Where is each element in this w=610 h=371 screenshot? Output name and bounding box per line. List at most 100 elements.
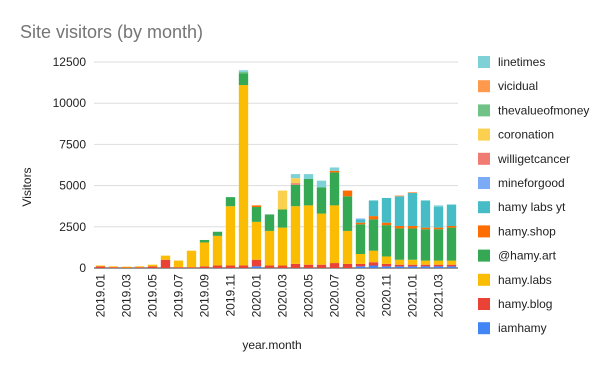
bar-segment: [394, 228, 405, 260]
bar-segment: [329, 167, 340, 171]
legend-label: @hamy.art: [498, 249, 557, 263]
legend-label: mineforgood: [498, 176, 565, 190]
bar-segment: [134, 267, 145, 268]
legend-label: hamy.labs: [498, 273, 552, 287]
bar-segment: [446, 225, 457, 228]
bar-segment: [186, 267, 197, 268]
bar-segment: [225, 206, 236, 266]
legend-swatch: [478, 298, 490, 310]
bar-segment: [160, 259, 171, 268]
bar-segment: [355, 253, 366, 264]
bar-segment: [277, 265, 288, 268]
bar-segment: [355, 219, 366, 223]
y-tick-label: 7500: [59, 137, 86, 151]
x-tick-label: 2021.01: [406, 274, 420, 318]
bar-segment: [290, 184, 301, 207]
bar-segment: [433, 260, 444, 265]
legend-swatch: [478, 225, 490, 238]
bar-segment: [238, 265, 249, 268]
bar-segment: [108, 267, 119, 268]
legend-swatch: [478, 152, 490, 165]
x-tick-label: 2020.03: [276, 274, 290, 318]
bar-segment: [316, 264, 327, 268]
bar-segment: [277, 227, 288, 266]
bar-segment: [329, 170, 340, 173]
bar-segment: [134, 266, 145, 268]
x-tick-label: 2020.09: [354, 274, 368, 318]
legend-swatch: [478, 104, 490, 117]
bar-segment: [199, 266, 210, 268]
bar-segment: [446, 260, 457, 265]
bar-segment: [420, 229, 431, 261]
legend-label: coronation: [498, 128, 554, 142]
bar-segment: [238, 73, 249, 86]
bar-segment: [407, 264, 418, 267]
bar-segment: [290, 183, 301, 185]
bar-segment: [433, 264, 444, 267]
bar-segment: [355, 224, 366, 254]
bar-segment: [238, 70, 249, 72]
bar-segment: [316, 213, 327, 265]
bar-segment: [251, 205, 262, 208]
x-tick-label: 2019.07: [172, 274, 186, 318]
bar-segment: [407, 193, 418, 226]
bar-segment: [381, 197, 392, 223]
y-tick-label: 10000: [53, 96, 87, 110]
bar-segment: [303, 264, 314, 268]
bar-segment: [212, 231, 223, 236]
bar-segment: [147, 266, 158, 268]
bar-segment: [303, 205, 314, 265]
legend-label: hamy labs yt: [498, 200, 566, 214]
bar-segment: [160, 255, 171, 260]
bar-segment: [420, 227, 431, 230]
legend-label: thevalueofmoney: [498, 103, 589, 117]
x-tick-label: 2019.11: [224, 274, 238, 317]
bar-segment: [420, 260, 431, 265]
x-tick-label: 2019.05: [146, 274, 160, 318]
bar-segment: [433, 205, 444, 208]
bar-segment: [368, 200, 379, 217]
x-tick-label: 2021.03: [432, 274, 446, 318]
x-tick-label: 2019.01: [94, 274, 108, 318]
bar-segment: [446, 266, 457, 268]
bar-segment: [355, 263, 366, 267]
x-tick-label: 2020.07: [328, 274, 342, 318]
bar-segment: [186, 250, 197, 268]
bar-segment: [394, 195, 405, 197]
bar-segment: [342, 190, 353, 197]
bar-segment: [147, 264, 158, 267]
x-tick-label: 2019.09: [198, 274, 212, 318]
bar-segment: [251, 221, 262, 260]
bar-segment: [407, 192, 418, 194]
bar-segment: [173, 260, 184, 268]
bar-segment: [407, 228, 418, 260]
bar-segment: [446, 204, 457, 226]
bar-segment: [420, 200, 431, 228]
bar-segment: [355, 218, 366, 220]
legend-label: hamy.shop: [498, 224, 556, 238]
bar-segment: [381, 256, 392, 264]
bar-segment: [329, 172, 340, 206]
bar-segment: [394, 225, 405, 229]
bar-segment: [121, 266, 132, 268]
bar-segment: [95, 265, 106, 267]
legend-swatch: [478, 80, 490, 93]
legend-label: vicidual: [498, 79, 538, 93]
bar-segment: [329, 263, 340, 268]
legend-swatch: [478, 273, 490, 286]
bar-segment: [342, 230, 353, 264]
legend-label: hamy.blog: [498, 297, 552, 311]
bar-segment: [342, 196, 353, 231]
bar-segment: [381, 225, 392, 257]
bar-segment: [264, 265, 275, 268]
legend-label: iamhamy: [498, 321, 547, 335]
bar-segment: [212, 265, 223, 268]
bar-segment: [433, 207, 444, 228]
bar-segment: [238, 71, 249, 74]
legend-swatch: [478, 201, 490, 214]
bar-segment: [394, 196, 405, 226]
bar-segment: [316, 180, 327, 188]
chart-title: Site visitors (by month): [20, 22, 203, 42]
bar-segment: [381, 263, 392, 267]
bar-segment: [251, 259, 262, 267]
